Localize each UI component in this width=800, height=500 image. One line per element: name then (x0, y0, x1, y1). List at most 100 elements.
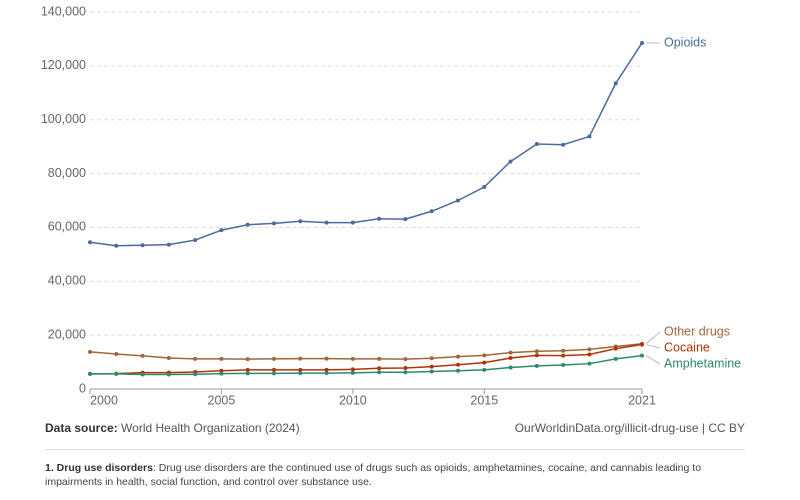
point (403, 370, 408, 375)
point (350, 367, 355, 372)
point (350, 220, 355, 225)
point (508, 350, 513, 355)
point (482, 185, 487, 190)
point (587, 134, 592, 139)
point (429, 356, 434, 361)
legend-connector (645, 355, 661, 365)
point (114, 371, 119, 376)
point (456, 362, 460, 367)
point (245, 367, 250, 372)
point (350, 356, 355, 361)
credit: OurWorldinData.org/illicit-drug-use | CC… (514, 421, 745, 435)
legend-label: Amphetamine (664, 356, 741, 370)
legend-label: Opioids (664, 35, 706, 49)
point (429, 364, 434, 369)
point (377, 216, 382, 221)
point (166, 372, 171, 377)
y-tick-label: 20,000 (48, 327, 86, 341)
point (561, 353, 566, 358)
point (613, 81, 618, 86)
point (193, 372, 198, 377)
series-line (89, 343, 643, 360)
point (272, 367, 276, 372)
point (298, 371, 303, 376)
point (534, 353, 539, 358)
point (508, 356, 513, 361)
series-line (89, 42, 643, 247)
x-tick-label: 2015 (470, 393, 498, 407)
chart: 0 20,000 40,000 60,000 80,000 100,000 120,000 1… (41, 4, 741, 407)
point (587, 361, 592, 366)
point (219, 368, 224, 373)
point (324, 356, 329, 361)
point (350, 370, 355, 375)
point (613, 346, 618, 351)
point (298, 356, 303, 361)
point (403, 357, 408, 362)
point (403, 217, 408, 222)
point (377, 356, 382, 361)
point (272, 371, 276, 376)
y-tick-label: 100,000 (41, 112, 86, 126)
point (587, 352, 592, 357)
point (429, 209, 434, 214)
point (272, 356, 276, 361)
point (456, 198, 460, 203)
source-text: World Health Organization (2024) (121, 421, 300, 435)
point (219, 371, 224, 376)
point (640, 342, 644, 347)
point (508, 365, 513, 370)
series-line (89, 343, 643, 375)
point (166, 242, 171, 247)
footnote-label: 1. Drug use disorders (45, 462, 153, 474)
series-line (90, 354, 643, 376)
point (298, 219, 303, 224)
y-tick-label: 60,000 (48, 220, 86, 234)
point (324, 367, 329, 372)
point (561, 363, 566, 368)
point (587, 347, 592, 352)
point (482, 367, 487, 372)
point (245, 357, 250, 362)
point (561, 348, 566, 353)
point (456, 368, 460, 373)
point (166, 356, 171, 361)
point (140, 243, 145, 248)
point (324, 220, 329, 225)
point (640, 353, 644, 358)
footnote-text: : Drug use disorders are the continued u… (45, 462, 702, 488)
source-label: Data source: (45, 421, 118, 435)
point (272, 221, 276, 226)
y-tick-label: 140,000 (41, 4, 86, 18)
point (140, 372, 145, 377)
point (245, 371, 250, 376)
point (534, 363, 539, 368)
point (377, 370, 382, 375)
y-tick-label: 120,000 (41, 58, 86, 72)
y-tick-label: 80,000 (48, 166, 86, 180)
footnote: 1. Drug use disorders: Drug use disorder… (45, 461, 735, 489)
point (193, 356, 198, 361)
point (456, 354, 460, 359)
point (613, 356, 618, 361)
legend-label: Cocaine (664, 340, 710, 354)
point (534, 349, 539, 354)
point (640, 40, 644, 45)
point (298, 367, 303, 372)
point (508, 159, 513, 164)
point (561, 142, 566, 147)
point (429, 369, 434, 374)
source: Data source: World Health Organization (… (45, 421, 300, 435)
point (403, 365, 408, 370)
point (114, 351, 119, 356)
point (219, 356, 224, 361)
point (193, 238, 198, 243)
legend-connector (645, 331, 661, 345)
point (88, 371, 92, 376)
x-tick-label: 2005 (208, 393, 236, 407)
point (114, 243, 119, 248)
point (140, 353, 145, 358)
legend-label: Other drugs (664, 324, 730, 338)
x-tick-label: 2021 (628, 393, 656, 407)
